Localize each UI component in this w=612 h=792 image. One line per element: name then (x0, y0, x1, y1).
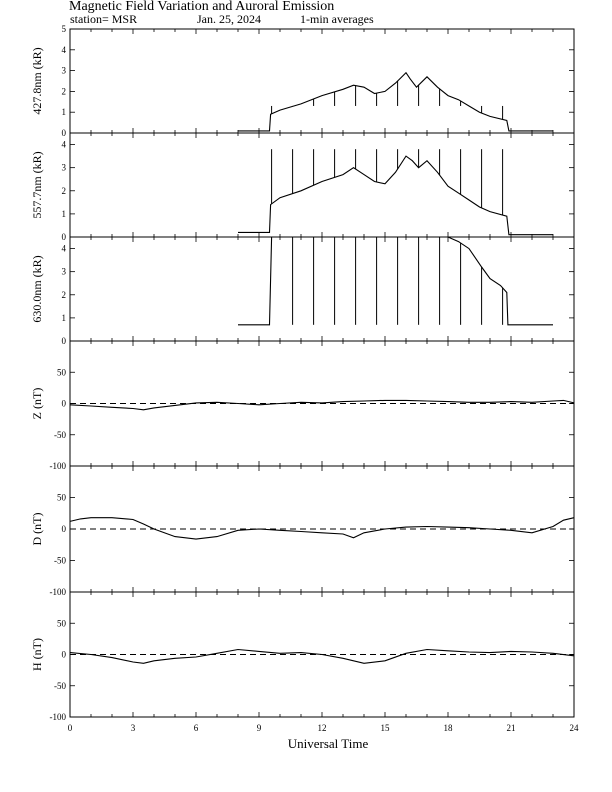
station-label: station= MSR (70, 12, 137, 26)
panel-frame (69, 28, 575, 134)
y-tick-label: 50 (57, 367, 67, 377)
panel-2: 0 1 2 3 4 557.7nm (kR) (30, 132, 575, 242)
y-tick-label: 4 (62, 244, 67, 254)
panel-4: -100 -50 0 50 Z (nT) (30, 340, 575, 471)
averaging-label: 1-min averages (300, 12, 374, 26)
y-tick-label: -50 (54, 430, 66, 440)
panel-3: 0 1 2 3 4 630.0nm (kR) (30, 236, 575, 346)
y-tick-label: -100 (50, 712, 67, 722)
y-tick-label: 1 (62, 107, 67, 117)
series-line (69, 399, 575, 411)
x-tick-label: 24 (570, 723, 580, 733)
panel-1: 0 1 2 3 4 5 427.8nm (kR) (30, 24, 575, 138)
series-line (69, 517, 575, 540)
y-tick-label: 1 (62, 313, 67, 323)
y-tick-label: 0 (62, 650, 67, 660)
x-tick-label: 0 (68, 723, 73, 733)
panel-5: -100 -50 0 50 D (nT) (30, 465, 575, 597)
x-tick-label: 15 (381, 723, 391, 733)
series-line (69, 648, 575, 664)
y-tick-label: 50 (57, 493, 67, 503)
y-tick-label: -100 (50, 587, 67, 597)
y-tick-label: 0 (62, 336, 67, 346)
x-axis-label: Universal Time (288, 736, 369, 751)
y-tick-label: 3 (62, 66, 67, 76)
x-tick-label: 9 (257, 723, 262, 733)
y-tick-label: -50 (54, 556, 66, 566)
y-tick-label: -100 (50, 461, 67, 471)
x-tick-label: 3 (131, 723, 136, 733)
series-line (238, 155, 553, 236)
y-tick-label: 3 (62, 163, 67, 173)
y-tick-label: 50 (57, 618, 67, 628)
panel-frame (69, 132, 575, 238)
y-axis-label: D (nT) (30, 513, 44, 546)
y-axis-label: 557.7nm (kR) (30, 151, 44, 218)
y-tick-label: 0 (62, 524, 67, 534)
y-axis-label: H (nT) (30, 638, 44, 671)
x-tick-label: 6 (194, 723, 199, 733)
y-tick-label: 0 (62, 128, 67, 138)
date-label: Jan. 25, 2024 (197, 12, 261, 26)
y-tick-label: 0 (62, 232, 67, 242)
y-tick-label: 2 (62, 290, 67, 300)
y-tick-label: 3 (62, 267, 67, 277)
y-axis-label: 427.8nm (kR) (30, 47, 44, 114)
x-tick-label: 21 (507, 723, 516, 733)
y-tick-label: 4 (62, 140, 67, 150)
y-tick-label: 2 (62, 86, 67, 96)
y-tick-label: 1 (62, 209, 67, 219)
series-line (238, 236, 553, 326)
y-tick-label: 2 (62, 186, 67, 196)
chart-title: Magnetic Field Variation and Auroral Emi… (69, 0, 334, 14)
x-tick-label: 18 (444, 723, 454, 733)
y-tick-label: 5 (62, 24, 67, 34)
panel-6: -100 -50 0 50 H (nT) (30, 591, 575, 722)
x-tick-label: 12 (318, 723, 327, 733)
y-axis-label: 630.0nm (kR) (30, 255, 44, 322)
y-axis-label: Z (nT) (30, 388, 44, 420)
y-tick-label: -50 (54, 681, 66, 691)
panel-frame (69, 236, 575, 342)
y-tick-label: 4 (62, 45, 67, 55)
series-line (238, 71, 553, 132)
y-tick-label: 0 (62, 399, 67, 409)
